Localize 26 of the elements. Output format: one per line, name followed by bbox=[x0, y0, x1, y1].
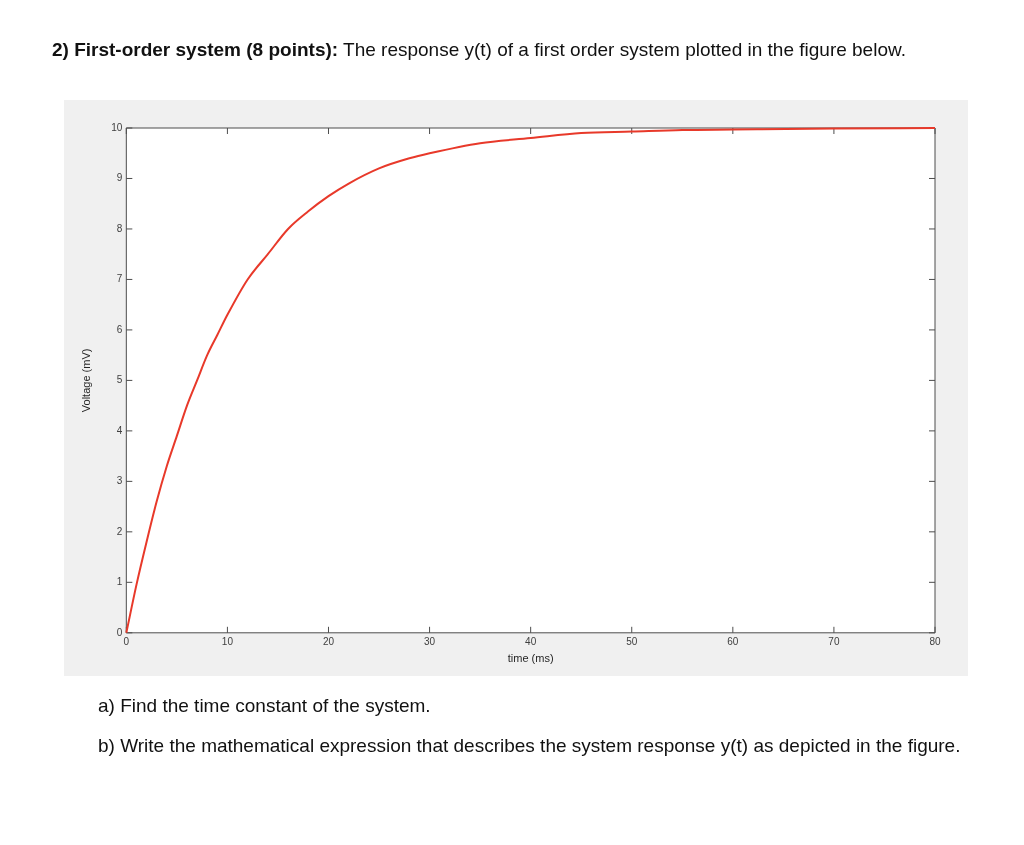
line-series bbox=[125, 127, 936, 634]
chart-title: 2) First-order system (8 points): bbox=[52, 39, 339, 60]
x-tick-label: 60 bbox=[727, 635, 739, 647]
text: a) Find the time constant of the system. bbox=[98, 694, 432, 718]
x-axis-title: time (ms) bbox=[507, 652, 554, 665]
y-axis-title: Voltage (mV) bbox=[79, 348, 92, 413]
y-tick-label: 1 bbox=[116, 576, 123, 588]
chart-subtitle: The response y(t) of a first order system plotted in the figure below. bbox=[343, 39, 906, 60]
y-tick-label: 2 bbox=[116, 525, 123, 537]
x-tick-label: 50 bbox=[626, 635, 638, 647]
y-tick-label: 9 bbox=[116, 172, 123, 184]
y-tick-label: 7 bbox=[116, 273, 123, 285]
text: b) Write the mathematical expression that describes the system response y(t) as depicted in the figure. bbox=[98, 734, 962, 758]
x-tick-label: 10 bbox=[221, 635, 234, 647]
y-tick-label: 10 bbox=[111, 121, 123, 133]
x-tick-label: 30 bbox=[424, 635, 436, 647]
y-tick-label: 0 bbox=[116, 626, 123, 638]
y-tick-label: 5 bbox=[116, 374, 123, 386]
y-tick-label: 8 bbox=[116, 222, 123, 234]
y-tick-label: 4 bbox=[116, 424, 123, 436]
x-tick-label: 70 bbox=[828, 635, 840, 647]
x-tick-label: 20 bbox=[322, 635, 335, 647]
y-tick-label: 6 bbox=[116, 323, 123, 335]
x-tick-label: 80 bbox=[929, 635, 941, 647]
y-tick-label: 3 bbox=[116, 475, 123, 487]
x-tick-label: 40 bbox=[525, 635, 537, 647]
